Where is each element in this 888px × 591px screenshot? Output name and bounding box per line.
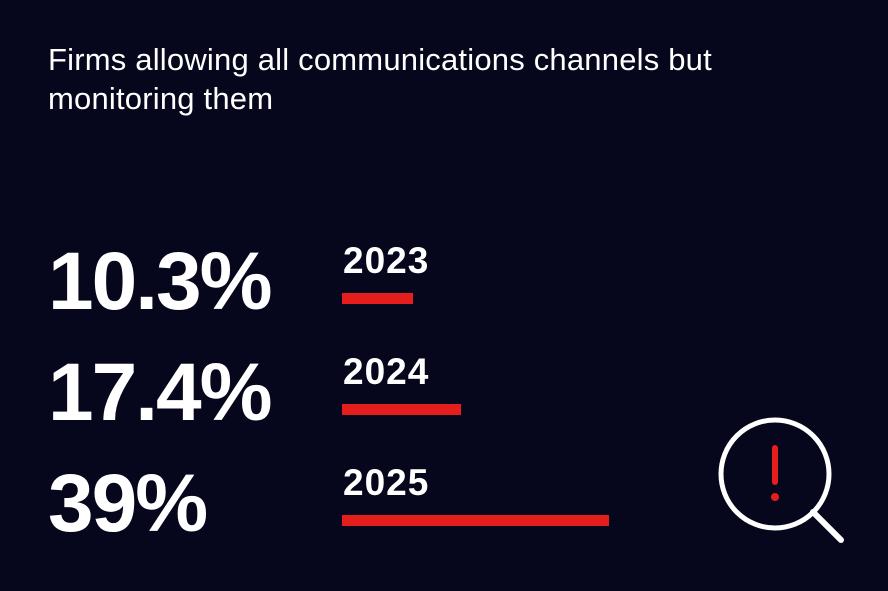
magnifier-lens <box>718 417 832 531</box>
row-2023: 10.3% 2023 <box>0 237 888 347</box>
value-label: 39% <box>48 458 208 549</box>
chart-title: Firms allowing all communications channe… <box>48 42 712 116</box>
value-label: 10.3% <box>48 236 273 327</box>
row-2025: 39% 2025 <box>0 459 888 569</box>
value-label: 17.4% <box>48 347 273 438</box>
year-label: 2025 <box>343 462 430 503</box>
year-label: 2023 <box>343 240 430 281</box>
magnifier-handle <box>810 509 844 543</box>
row-2024: 17.4% 2024 <box>0 348 888 458</box>
magnifier-alert-icon <box>718 417 844 543</box>
bar-2025 <box>342 515 609 526</box>
bar-2024 <box>342 404 461 415</box>
alert-mark-dot <box>771 493 779 501</box>
year-label: 2024 <box>343 351 430 392</box>
bar-2023 <box>342 293 413 304</box>
